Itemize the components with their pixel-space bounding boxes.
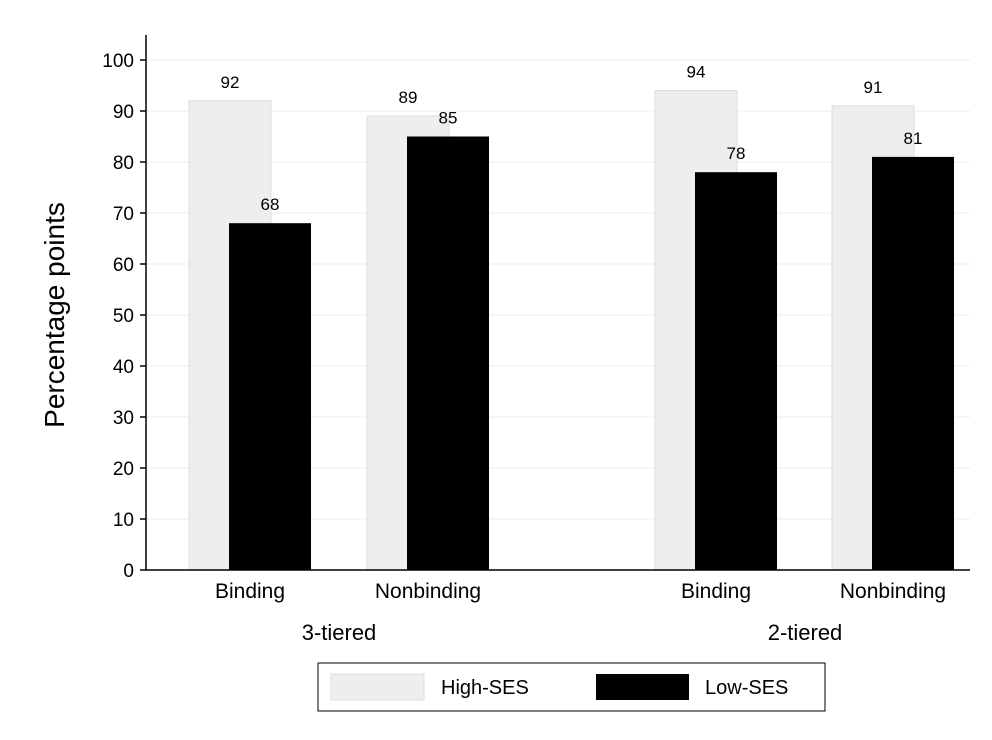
data-label-low-ses: 85 (439, 109, 458, 128)
y-axis-title: Percentage points (39, 202, 70, 428)
y-tick-label: 90 (113, 102, 134, 123)
y-tick-label: 0 (123, 561, 134, 582)
category-label: Nonbinding (375, 580, 481, 603)
legend-label-high-ses: High-SES (441, 677, 529, 699)
legend: High-SES Low-SES (317, 662, 826, 712)
category-label: Nonbinding (840, 580, 946, 603)
category-label: Binding (681, 580, 751, 603)
y-tick-label: 40 (113, 357, 134, 378)
y-tick-label: 80 (113, 153, 134, 174)
bar-low-ses (407, 136, 489, 570)
bar-low-ses (229, 223, 311, 570)
data-label-high-ses: 92 (221, 73, 240, 92)
category-label: Binding (215, 580, 285, 603)
legend-swatch-low-ses (596, 674, 689, 700)
data-label-low-ses: 78 (727, 144, 746, 163)
legend-swatch-high-ses (330, 673, 425, 701)
group-label: 3-tiered (302, 620, 377, 645)
data-label-high-ses: 91 (864, 78, 883, 97)
y-tick-labels: 0 10 20 30 40 50 60 70 80 90 100 (102, 51, 146, 582)
data-label-high-ses: 94 (687, 63, 706, 82)
legend-label-low-ses: Low-SES (705, 677, 788, 699)
data-label-low-ses: 68 (261, 195, 280, 214)
data-labels: 92 68 89 85 94 78 91 81 (221, 63, 923, 215)
axes (145, 35, 970, 571)
group-label: 2-tiered (768, 620, 843, 645)
y-tick-label: 30 (113, 408, 134, 429)
y-tick-label: 100 (102, 51, 134, 72)
data-label-high-ses: 89 (399, 88, 418, 107)
category-labels: Binding Nonbinding 3-tiered Binding Nonbindi… (215, 580, 946, 645)
bars (188, 90, 954, 571)
data-label-low-ses: 81 (904, 129, 923, 148)
bar-low-ses (695, 172, 777, 570)
y-tick-label: 60 (113, 255, 134, 276)
bar-low-ses (872, 156, 954, 570)
y-tick-label: 10 (113, 510, 134, 531)
y-tick-label: 70 (113, 204, 134, 225)
y-tick-label: 50 (113, 306, 134, 327)
y-tick-label: 20 (113, 459, 134, 480)
